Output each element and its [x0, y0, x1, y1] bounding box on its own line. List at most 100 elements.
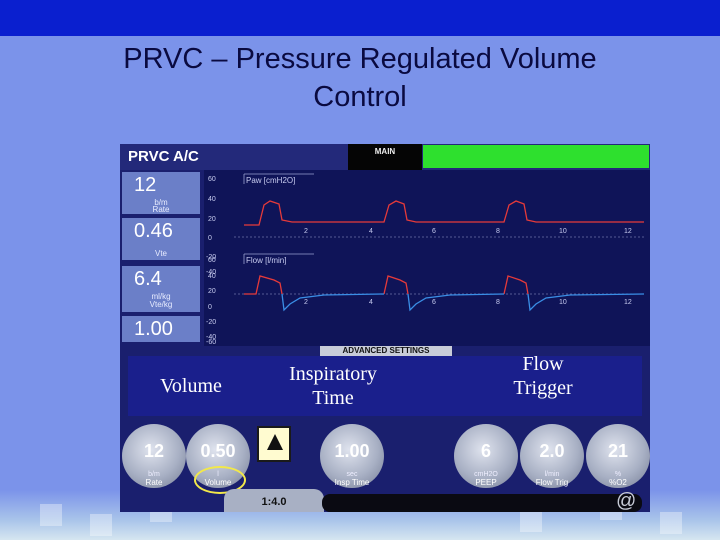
- flow-xtick: 12: [624, 299, 632, 306]
- screen-header: PRVC A/C MAIN: [120, 144, 650, 170]
- volume-knob-value: 0.50: [200, 441, 236, 461]
- measured-vte-label: Vte: [154, 249, 167, 258]
- measured-rate-unit: b/m: [154, 198, 168, 207]
- deco-square: [520, 510, 542, 532]
- flow-trig-knob-value: 2.0: [539, 441, 565, 461]
- measured-vte-kg-unit: ml/kg: [151, 292, 171, 301]
- waveform-area: 60 40 20 0 -20 -40 Paw [cmH2O] 2 4 6 8 1…: [204, 170, 650, 346]
- paw-graph-title: Paw [cmH2O]: [246, 176, 295, 185]
- insp-time-knob-label: Insp Time: [334, 478, 370, 487]
- measured-rate-label: Rate: [152, 205, 170, 214]
- status-bar: [423, 145, 649, 168]
- peep-knob-value: 6: [480, 441, 491, 461]
- rate-knob[interactable]: [122, 424, 186, 488]
- top-banner: [0, 0, 720, 36]
- paw-xtick: 4: [369, 228, 373, 235]
- paw-xtick: 2: [304, 228, 308, 235]
- swirl-logo-icon: @: [616, 490, 637, 512]
- main-tab[interactable]: MAIN: [348, 144, 422, 170]
- o2-knob[interactable]: [586, 424, 650, 488]
- flow-insp-waveform-3: [503, 275, 529, 295]
- paw-xtick: 6: [432, 228, 436, 235]
- settings-label-ribbon: Volume Inspiratory Time Flow Trigger: [128, 353, 642, 416]
- ventilation-mode: PRVC A/C: [128, 148, 199, 165]
- rate-knob-label: Rate: [145, 478, 163, 487]
- slide-title: PRVC – Pressure Regulated Volume Control: [40, 40, 680, 116]
- o2-knob-value: 21: [607, 441, 629, 461]
- flow-trig-knob[interactable]: [520, 424, 584, 488]
- flow-ytick: -20: [206, 319, 216, 326]
- message-bar: [322, 494, 642, 512]
- flow-xtick: 6: [432, 299, 436, 306]
- paw-xtick: 8: [496, 228, 500, 235]
- flow-ytick: 0: [208, 304, 212, 311]
- volume-highlight-ring: [194, 466, 246, 494]
- flow-trigger-callout-line1: Flow: [522, 353, 564, 375]
- flow-xtick: 4: [369, 299, 373, 306]
- paw-ytick: -20: [206, 254, 216, 261]
- paw-ytick: 0: [208, 235, 212, 242]
- advanced-settings-button[interactable]: ADVANCED SETTINGS: [320, 346, 452, 356]
- measured-vte: 0.46 Vte: [122, 218, 200, 260]
- flow-ytick: 20: [208, 288, 216, 295]
- flow-graph-title: Flow [l/min]: [246, 256, 286, 265]
- rate-knob-value: 12: [143, 441, 165, 461]
- insp-time-knob[interactable]: [320, 424, 384, 488]
- flow-trigger-callout: Flow Trigger: [488, 352, 598, 400]
- paw-xtick: 10: [559, 228, 567, 235]
- flow-exp-waveform-1: [281, 293, 385, 312]
- measured-vte-kg-label: Vte/kg: [149, 300, 173, 309]
- measured-rate-value: 12: [134, 174, 157, 196]
- peep-knob-label: PEEP: [475, 478, 497, 487]
- peep-knob-unit: cmH2O: [474, 471, 498, 478]
- flow-xtick: 2: [304, 299, 308, 306]
- deco-square: [40, 504, 62, 526]
- paw-waveform: [244, 200, 644, 226]
- o2-knob-unit: %: [614, 471, 622, 478]
- measured-ie-value: 1.00: [134, 318, 173, 340]
- measured-vte-value: 0.46: [134, 220, 173, 242]
- ie-ratio-panel: [224, 489, 324, 512]
- flow-ytick: 40: [208, 273, 216, 280]
- waveform-svg: 60 40 20 0 -20 -40 Paw [cmH2O] 2 4 6 8 1…: [206, 173, 645, 346]
- measured-vte-kg-value: 6.4: [134, 268, 162, 290]
- insp-time-callout-line1: Inspiratory: [289, 363, 377, 385]
- flow-insp-waveform-2: [383, 275, 409, 295]
- measured-vte-kg: 6.4 ml/kg Vte/kg: [122, 266, 200, 312]
- flow-insp-waveform-1: [244, 275, 283, 295]
- volume-callout: Volume: [160, 375, 222, 397]
- flow-trigger-callout-line2: Trigger: [513, 377, 573, 399]
- insp-time-knob-value: 1.00: [334, 441, 370, 461]
- insp-time-callout-line2: Time: [312, 387, 354, 409]
- measured-rate: 12 b/m Rate: [122, 172, 200, 214]
- up-arrow-icon: [267, 434, 283, 450]
- flow-ytick: -60: [206, 339, 216, 346]
- flow-xtick: 10: [559, 299, 567, 306]
- flow-ytick: -40: [206, 334, 216, 341]
- slide-title-line2: Control: [313, 81, 407, 113]
- insp-time-callout: Inspiratory Time: [268, 362, 398, 410]
- flow-trig-knob-label: Flow Trig: [535, 478, 569, 487]
- ventilator-screen: PRVC A/C MAIN 12 b/m Rate 0.46 Vte 6.4 m…: [120, 144, 650, 512]
- deco-square: [660, 512, 682, 534]
- slide-title-line1: PRVC – Pressure Regulated Volume: [123, 43, 597, 75]
- pointer-indicator: [257, 426, 291, 462]
- flow-exp-waveform-3: [527, 293, 645, 312]
- flow-exp-waveform-2: [407, 293, 505, 312]
- flow-xtick: 8: [496, 299, 500, 306]
- paw-ytick: -40: [206, 269, 216, 276]
- o2-knob-label: %O2: [609, 478, 627, 487]
- paw-ytick: 20: [208, 216, 216, 223]
- measured-values-panel: 12 b/m Rate 0.46 Vte 6.4 ml/kg Vte/kg 1.…: [120, 170, 202, 350]
- paw-ytick: 60: [208, 176, 216, 183]
- deco-square: [90, 514, 112, 536]
- paw-ytick: 40: [208, 196, 216, 203]
- peep-knob[interactable]: [454, 424, 518, 488]
- flow-ytick: 60: [208, 257, 216, 264]
- measured-ie: 1.00: [122, 316, 200, 342]
- paw-xtick: 12: [624, 228, 632, 235]
- flow-trig-knob-unit: l/min: [544, 471, 560, 478]
- rate-knob-unit: b/m: [148, 471, 160, 478]
- ie-ratio-value: 1:4.0: [261, 496, 287, 508]
- insp-time-knob-unit: sec: [346, 471, 358, 478]
